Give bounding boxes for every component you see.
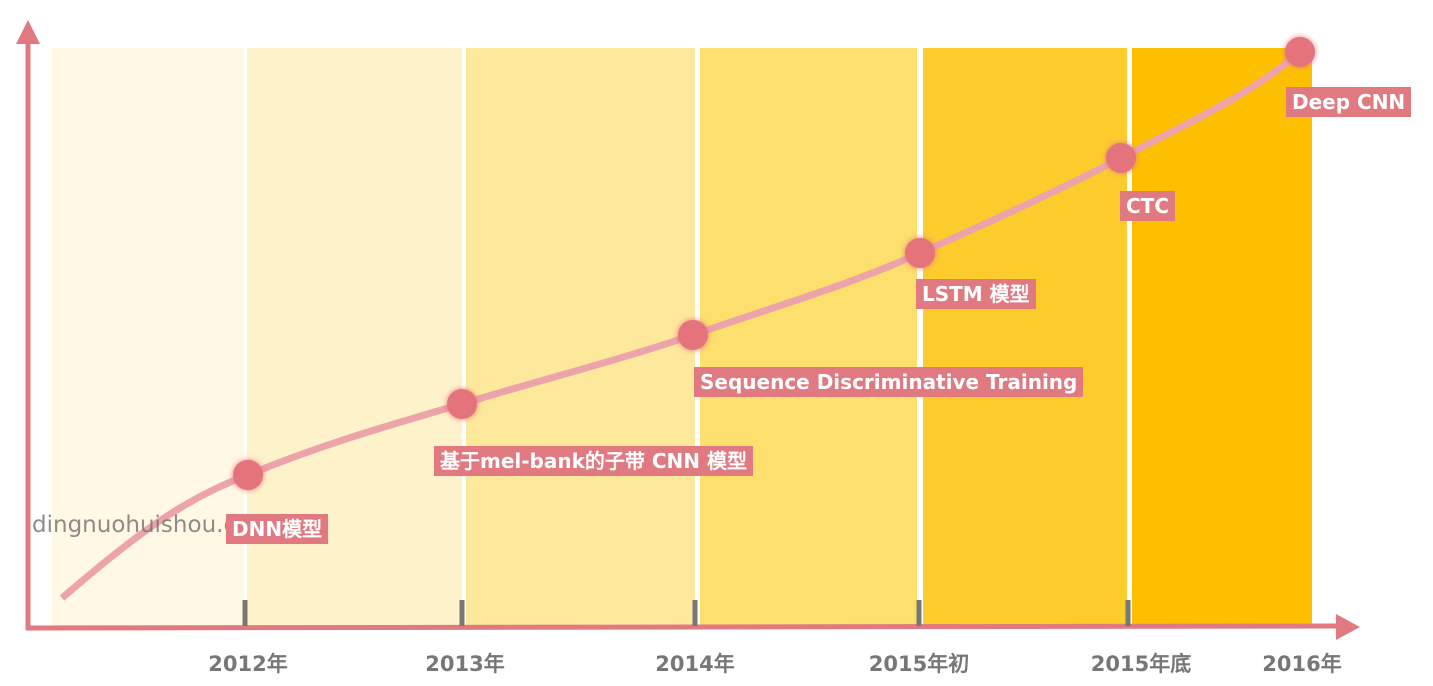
period-band	[923, 48, 1127, 628]
horizontal-axis	[25, 623, 1341, 631]
milestone-label: Sequence Discriminative Training	[694, 367, 1084, 397]
milestone-label: Deep CNN	[1286, 87, 1412, 117]
period-band	[52, 48, 244, 628]
period-label: 2016年	[1262, 652, 1342, 676]
milestone-dot	[1285, 37, 1315, 67]
milestone-dot	[678, 320, 708, 350]
period-label: 2012年	[208, 652, 288, 676]
period-label: 2015年底	[1090, 652, 1192, 676]
milestone-label: CTC	[1120, 191, 1175, 221]
period-band	[466, 48, 695, 628]
period-label: 2014年	[655, 652, 735, 676]
milestone-dot	[233, 460, 263, 490]
period-label: 2013年	[425, 652, 505, 676]
milestone-dot	[447, 389, 477, 419]
period-band	[700, 48, 917, 628]
axis-arrow	[1336, 614, 1360, 640]
milestone-dot	[905, 238, 935, 268]
axis-ticks	[242, 600, 1131, 626]
period-band	[1132, 48, 1312, 628]
milestone-dots	[233, 37, 1315, 490]
milestone-label: DNN模型	[226, 514, 329, 544]
milestone-label: 基于mel-bank的子带 CNN 模型	[434, 446, 753, 476]
milestone-label: LSTM 模型	[916, 279, 1036, 309]
axis-arrow	[16, 20, 40, 44]
milestone-dot	[1106, 143, 1136, 173]
period-label: 2015年初	[868, 652, 970, 676]
